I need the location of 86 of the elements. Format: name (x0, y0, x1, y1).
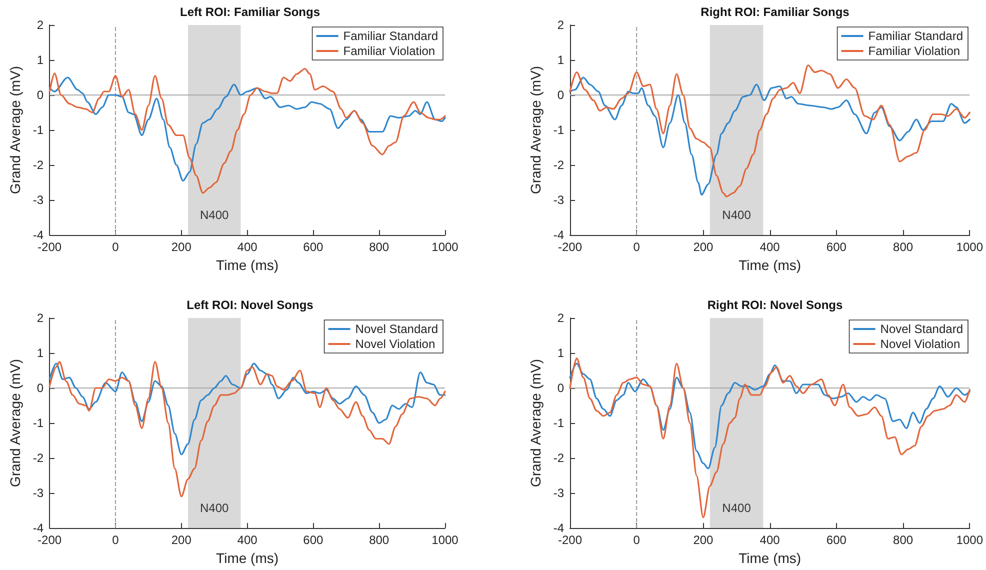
y-axis-title: Grand Average (mV) (7, 66, 23, 194)
x-tick-label: 800 (369, 533, 390, 547)
y-tick-label: 0 (557, 88, 564, 102)
chart-title: Left ROI: Novel Songs (186, 298, 314, 312)
y-tick-label: -4 (32, 228, 44, 242)
legend-label: Familiar Violation (868, 44, 960, 58)
y-tick-label: -1 (553, 123, 564, 137)
legend-label: Familiar Violation (343, 44, 436, 58)
y-tick-label: 1 (36, 53, 44, 67)
chart-title: Left ROI: Familiar Songs (180, 5, 320, 19)
y-tick-label: -1 (553, 416, 564, 430)
y-tick-label: 1 (557, 346, 564, 360)
y-tick-label: -2 (32, 451, 44, 465)
x-tick-label: 0 (112, 240, 120, 254)
y-axis-title: Grand Average (mV) (7, 358, 23, 488)
line-series (48, 76, 446, 182)
x-tick-label: 400 (237, 240, 258, 254)
x-tick-label: -200 (558, 240, 582, 254)
x-tick-label: 400 (760, 240, 780, 254)
x-tick-label: 1000 (432, 240, 459, 254)
x-tick-label: 1000 (956, 533, 984, 547)
legend-label: Familiar Standard (343, 29, 438, 43)
legend-label: Novel Violation (355, 337, 436, 351)
line-series (48, 68, 446, 194)
y-tick-label: -1 (32, 123, 44, 137)
band-label: N400 (722, 501, 752, 515)
y-tick-label: 0 (557, 381, 564, 395)
x-tick-label: 1000 (432, 533, 459, 547)
y-tick-label: -4 (553, 521, 564, 535)
line-series (48, 362, 446, 456)
y-axis-title: Grand Average (mV) (527, 358, 544, 488)
y-axis-title: Grand Average (mV) (527, 66, 544, 194)
line-series (48, 360, 446, 498)
x-tick-label: 600 (826, 240, 847, 254)
chart-title: Right ROI: Novel Songs (707, 298, 843, 312)
chart-title: Right ROI: Familiar Songs (700, 5, 850, 19)
x-tick-label: 800 (369, 240, 390, 254)
y-tick-label: 2 (36, 311, 44, 325)
x-tick-label: 200 (171, 240, 192, 254)
x-tick-label: 600 (303, 533, 324, 547)
y-tick-label: -2 (553, 158, 564, 172)
x-tick-label: 0 (112, 533, 120, 547)
band-label: N400 (722, 208, 752, 222)
x-axis-title: Time (ms) (738, 550, 802, 566)
y-tick-label: 2 (557, 311, 564, 325)
legend-label: Familiar Standard (868, 29, 964, 43)
x-tick-label: 800 (893, 533, 914, 547)
y-tick-label: -4 (553, 228, 564, 242)
y-tick-label: 2 (557, 18, 564, 32)
x-tick-label: 600 (826, 533, 847, 547)
y-tick-label: -3 (553, 193, 564, 207)
x-tick-label: 0 (633, 533, 640, 547)
x-tick-label: 0 (633, 240, 640, 254)
band-label: N400 (200, 208, 229, 222)
y-tick-label: 1 (36, 346, 44, 360)
band-label: N400 (200, 501, 229, 515)
y-tick-label: 2 (36, 18, 44, 32)
y-tick-label: 0 (36, 88, 44, 102)
x-tick-label: 200 (693, 240, 714, 254)
x-axis-title: Time (ms) (738, 256, 802, 273)
legend-label: Novel Standard (355, 322, 438, 336)
y-tick-label: -3 (32, 486, 44, 500)
x-axis-title: Time (ms) (216, 550, 279, 566)
y-tick-label: -4 (32, 521, 44, 535)
x-tick-label: -200 (38, 240, 62, 254)
y-tick-label: -3 (553, 486, 564, 500)
x-tick-label: 1000 (956, 240, 984, 254)
y-tick-label: -3 (32, 193, 44, 207)
x-tick-label: -200 (558, 533, 582, 547)
y-tick-label: -2 (32, 158, 44, 172)
x-tick-label: 600 (303, 240, 324, 254)
x-tick-label: 800 (893, 240, 914, 254)
x-tick-label: 200 (171, 533, 192, 547)
legend-label: Novel Violation (880, 337, 960, 351)
x-tick-label: 400 (237, 533, 258, 547)
y-tick-label: -2 (553, 451, 564, 465)
x-axis-title: Time (ms) (216, 256, 279, 273)
y-tick-label: 0 (36, 381, 44, 395)
x-tick-label: 200 (693, 533, 714, 547)
line-series (569, 357, 970, 518)
y-tick-label: -1 (32, 416, 44, 430)
legend-label: Novel Standard (880, 322, 963, 336)
x-tick-label: 400 (760, 533, 780, 547)
x-tick-label: -200 (38, 533, 62, 547)
line-series (569, 362, 970, 470)
y-tick-label: 1 (557, 53, 564, 67)
